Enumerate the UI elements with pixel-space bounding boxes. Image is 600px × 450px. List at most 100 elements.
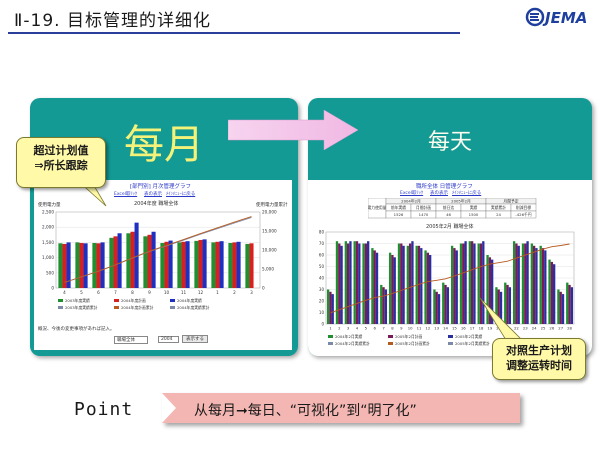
daily-page-title: 職所全体 日管理グラフ [416, 184, 473, 190]
daily-bar [488, 257, 492, 324]
slide-title: Ⅱ-19. 目标管理的详细化 [14, 11, 211, 31]
daily-x-tick: 17 [470, 326, 475, 331]
daily-bar [570, 287, 574, 324]
daily-legend-swatch [448, 335, 453, 338]
monthly-bar [245, 243, 250, 288]
daily-chart-title: 2005年2月 職場全体 [426, 224, 474, 230]
monthly-x-tick: 9 [148, 290, 151, 295]
monthly-legend-label: 2004年度実績累計 [177, 305, 210, 310]
daily-link-excel[interactable]: Excel取ﾘｯｸ [400, 191, 424, 196]
daily-bar [559, 291, 562, 324]
callout-left-line1: 超过计划值 [33, 144, 89, 157]
monthly-year-input[interactable]: 2004 [158, 336, 180, 343]
daily-bar [515, 243, 518, 324]
daily-panel-header: 每天 [308, 98, 592, 180]
daily-legend-label: 2005年2月計画累計 [395, 341, 430, 346]
daily-bar [506, 284, 509, 324]
monthly-link-table[interactable]: 表の表示 [144, 192, 162, 197]
callout-right-line1: 对照生产计划 [506, 344, 572, 357]
daily-table-label-text: 前年実績 [391, 205, 406, 210]
monthly-bar [160, 243, 165, 288]
monthly-legend-swatch [114, 299, 119, 302]
monthly-y-left-label: 使用電力量 [38, 203, 61, 208]
monthly-bar [126, 233, 131, 288]
monthly-bar [219, 241, 224, 288]
monthly-bar [62, 243, 67, 288]
daily-bar [364, 243, 368, 324]
daily-bar [375, 252, 379, 324]
daily-bar [417, 245, 421, 324]
monthly-show-button[interactable]: 表示する [182, 335, 208, 343]
daily-bar [535, 248, 538, 324]
daily-x-tick: 9 [400, 326, 403, 331]
daily-bar [557, 289, 560, 324]
daily-x-tick: 27 [558, 326, 563, 331]
daily-bar [464, 241, 467, 324]
daily-bar [444, 284, 447, 324]
monthly-y-tick: 1,500 [42, 240, 54, 245]
daily-bar [499, 291, 503, 324]
daily-x-tick: 18 [479, 326, 484, 331]
daily-bar [382, 287, 385, 324]
daily-y-tick: 80 [319, 230, 325, 235]
daily-bar [380, 284, 383, 324]
daily-bar [402, 245, 405, 324]
monthly-link-menu[interactable]: ﾒｲﾝﾒﾆｭｰに戻る [166, 192, 196, 197]
monthly-y-tick: 1,000 [42, 255, 54, 260]
daily-bar [411, 241, 414, 324]
monthly-y-tick: 0 [51, 286, 54, 291]
monthly-x-tick: 4 [63, 290, 66, 295]
daily-bar [561, 294, 565, 324]
monthly-x-tick: 1 [216, 290, 219, 295]
daily-bar [504, 282, 507, 324]
daily-bar [508, 287, 512, 324]
monthly-bar [151, 231, 156, 288]
daily-bar [482, 241, 485, 324]
daily-bar [373, 250, 376, 324]
daily-bar [462, 243, 465, 324]
monthly-y-right-label: 使用電力量累計 [256, 203, 288, 208]
monthly-bar [109, 237, 114, 288]
daily-bar [429, 255, 432, 324]
monthly-x-tick: 10 [164, 290, 170, 295]
daily-link-menu[interactable]: ﾒｲﾝﾒﾆｭｰに戻る [452, 191, 482, 196]
daily-bar [391, 255, 394, 324]
daily-bar [539, 245, 542, 324]
monthly-bar [79, 243, 84, 288]
daily-bar [424, 250, 427, 324]
monthly-bar [164, 241, 169, 288]
daily-bar [468, 241, 471, 324]
daily-bar [338, 243, 341, 324]
daily-link-table[interactable]: 表の表示 [430, 191, 448, 196]
daily-bar [473, 243, 476, 324]
daily-bar [397, 243, 401, 324]
daily-x-tick: 11 [417, 326, 422, 331]
daily-legend-swatch [388, 342, 393, 345]
monthly-legend-label: 2004年度計画 [121, 298, 146, 303]
daily-x-tick: 19 [487, 326, 492, 331]
monthly-y-tick: 2,500 [42, 210, 54, 215]
monthly-bar [100, 242, 105, 288]
monthly-bar [117, 233, 122, 288]
monthly-x-tick: 7 [114, 290, 117, 295]
monthly-chart-page: [部門別] 月次管理グラフ Excel取ﾘｯｸ 表の表示 ﾒｲﾝﾒﾆｭｰに戻る … [34, 180, 292, 350]
monthly-legend-swatch [58, 306, 63, 309]
daily-bar [367, 241, 370, 324]
daily-x-tick: 14 [443, 326, 448, 331]
daily-y-tick: 20 [319, 299, 325, 304]
monthly-bar [249, 243, 254, 288]
monthly-page-title: [部門別] 月次管理グラフ [130, 184, 192, 190]
daily-bar [530, 243, 533, 324]
daily-legend-label: 2005年2月実績累計 [455, 341, 490, 346]
daily-bar [532, 245, 536, 324]
point-text: 从每月➞每日、“可视化”到“明了化” [194, 403, 417, 419]
daily-table-value-text: -426千円 [515, 212, 531, 217]
daily-y-tick: 40 [319, 276, 325, 281]
daily-bar [517, 245, 520, 324]
daily-bar [331, 294, 334, 324]
monthly-bar [181, 241, 186, 288]
daily-table-label-text: 削減目標 [516, 205, 531, 210]
daily-panel: 每天 職所全体 日管理グラフ Excel取ﾘｯｸ 表の表示 ﾒｲﾝﾒﾆｭｰに戻る… [308, 98, 592, 356]
monthly-link-excel[interactable]: Excel取ﾘｯｸ [114, 192, 138, 197]
monthly-select[interactable]: 職場全体 [114, 336, 148, 344]
